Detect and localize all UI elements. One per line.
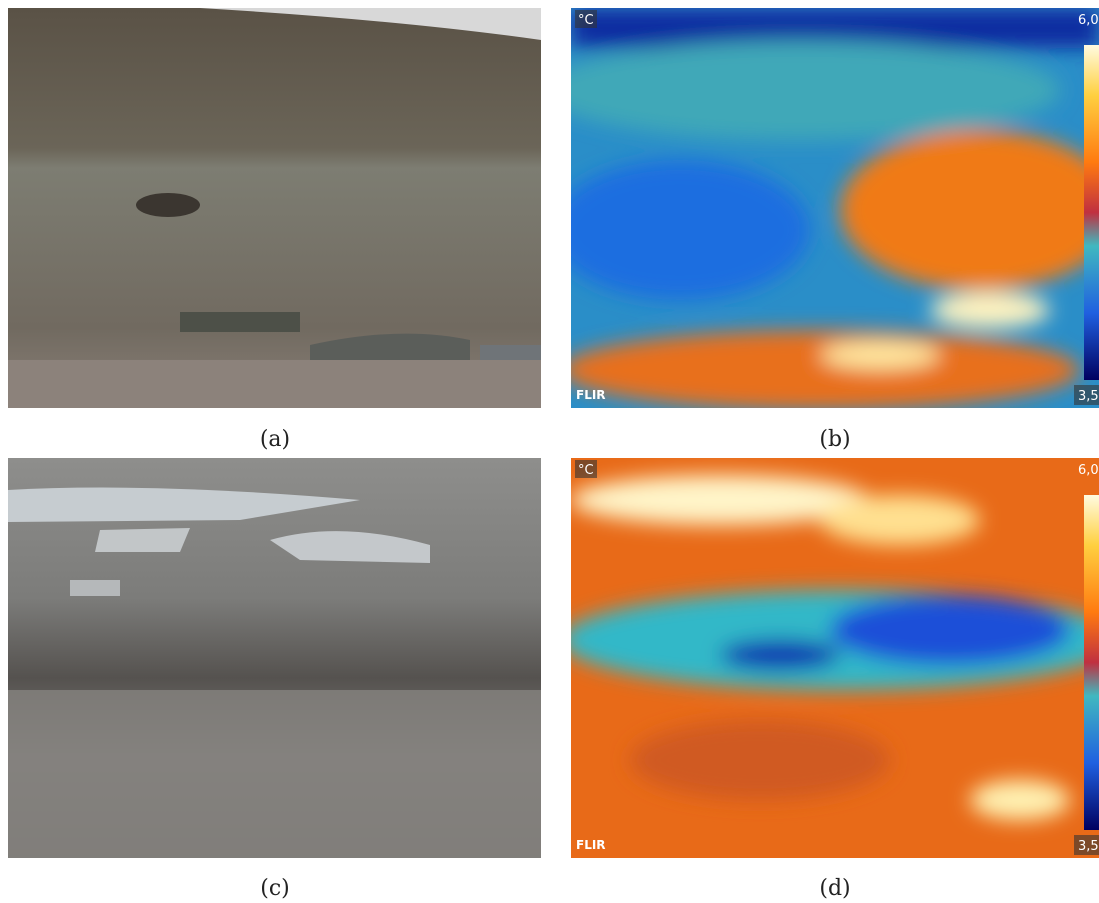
logo: FLIR [576,388,606,402]
max-label: 6,0 [1078,13,1099,28]
page: {"panels": [ {"label": "(a)"}, {"label":… [0,0,1099,903]
max-label: 6,0 [1078,463,1099,478]
min-label: 3,5 [1078,839,1099,854]
min-label: 3,5 [1078,389,1099,404]
color-scale [1084,495,1099,830]
photo-a [8,8,541,408]
thermal-d [560,458,1099,858]
caption: (b) [819,427,850,452]
color-scale [1084,45,1099,380]
photo-c [8,458,541,858]
unit: °C [578,463,594,478]
figure: (a) °C 6,0 3,5 FLIR (b) (c) [0,0,1099,903]
logo: FLIR [576,838,606,852]
caption: (d) [819,876,850,901]
thermal-b [540,8,1099,410]
caption: (a) [260,427,290,452]
unit: °C [578,13,594,28]
caption: (c) [260,876,290,901]
